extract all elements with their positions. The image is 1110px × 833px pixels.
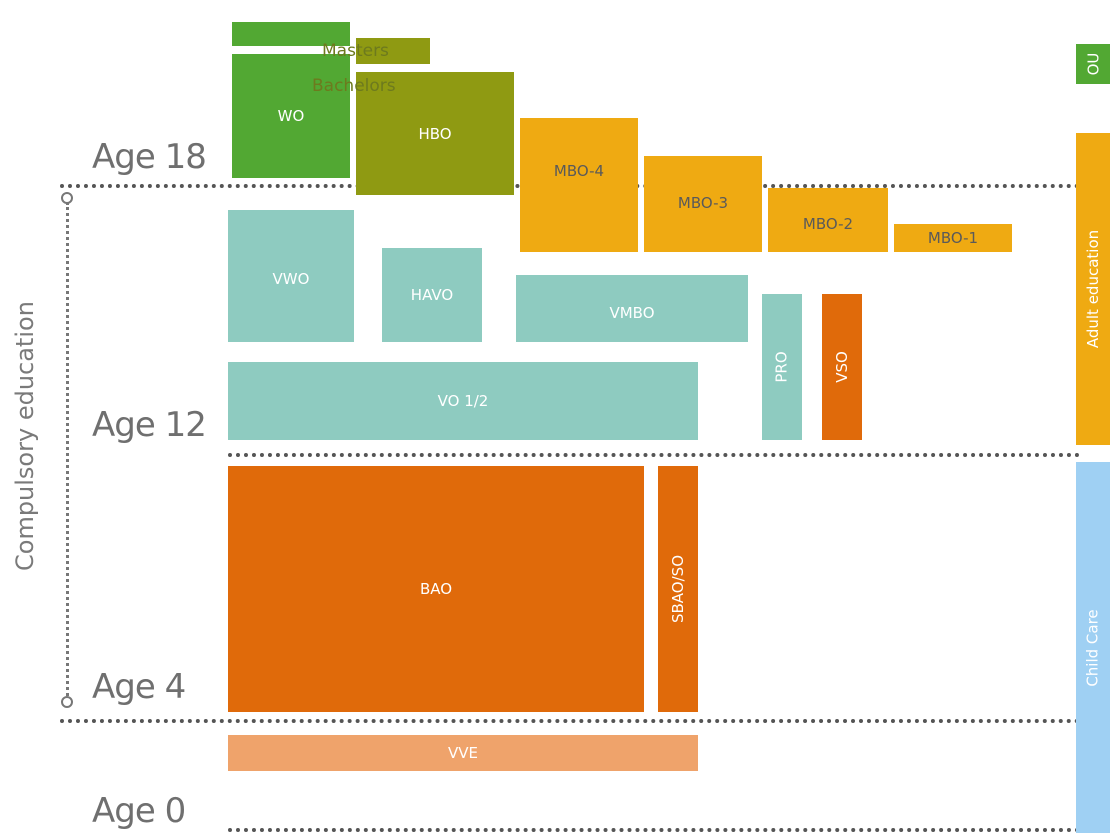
adult-education-label: Adult education [1084,229,1102,349]
bao-box: BAO [228,466,644,712]
wo-top-bar [232,22,350,46]
hbo-box: HBO [356,72,514,195]
masters-label: Masters [322,41,389,61]
compulsory-education-label: Compulsory education [11,301,39,571]
havo-box: HAVO [382,248,482,342]
vve-box: VVE [228,735,698,771]
age12-dotted-line [228,453,1080,457]
sbaoso-box: SBAO/SO [658,466,698,712]
pro-label: PRO [773,351,791,383]
havo-label: HAVO [410,286,454,304]
masters-bar [356,38,430,64]
bachelors-label: Bachelors [312,76,396,96]
vo12-label: VO 1/2 [437,392,489,410]
mbo4-label: MBO-4 [553,162,605,180]
vwo-label: VWO [272,270,310,288]
age0-dotted-line [228,828,1080,832]
vmbo-label: VMBO [609,303,655,322]
vmbo-box: VMBO [516,275,748,342]
sbaoso-label: SBAO/SO [669,555,687,623]
wo-box: WO [232,54,350,178]
pro-box: PRO [762,294,802,440]
ou-box: OU [1076,44,1110,84]
child-care-label: Child Care [1084,608,1102,687]
mbo3-label: MBO-3 [677,194,729,212]
age-18-label: Age 18 [92,137,207,177]
age-4-label: Age 4 [92,667,186,707]
vwo-box: VWO [228,210,354,342]
compulsory-bracket-line [66,202,69,696]
mbo4-box: MBO-4 [520,118,638,252]
age4-dotted-line [60,719,1080,723]
vso-box: VSO [822,294,862,440]
child-care-box: Child Care [1076,462,1110,833]
vo12-box: VO 1/2 [228,362,698,440]
mbo1-box: MBO-1 [894,224,1012,252]
compulsory-end-circle [61,696,73,708]
bao-label: BAO [419,580,453,598]
hbo-label: HBO [418,124,452,143]
mbo2-box: MBO-2 [768,188,888,252]
wo-label: WO [277,107,305,125]
mbo1-label: MBO-1 [927,229,979,247]
compulsory-start-circle [61,192,73,204]
mbo2-label: MBO-2 [802,215,854,233]
age-0-label: Age 0 [92,791,186,831]
vso-label: VSO [833,351,851,383]
ou-label: OU [1083,52,1102,76]
mbo3-box: MBO-3 [644,156,762,252]
age-12-label: Age 12 [92,405,207,445]
vve-label: VVE [448,744,478,762]
adult-education-box: Adult education [1076,133,1110,445]
